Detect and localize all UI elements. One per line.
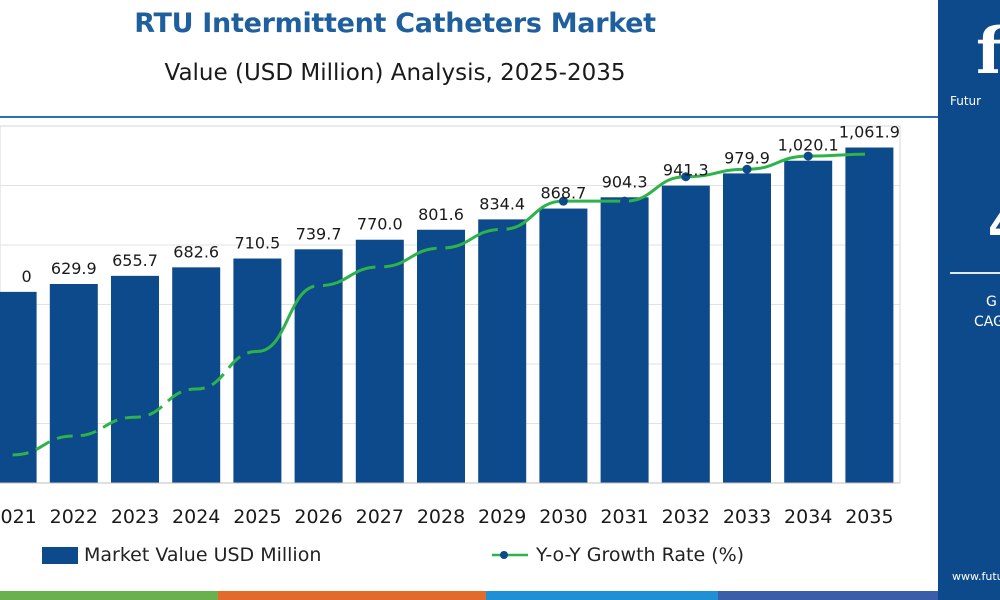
x-tick-2026: 2026 [294,506,342,528]
metric-label-top: G [986,294,997,310]
bar-2025 [233,258,282,483]
x-tick-2031: 2031 [600,506,648,528]
bar-2021 [0,291,37,483]
bar-2027 [355,239,404,483]
growth-point-2033 [742,164,752,174]
chart-title: RTU Intermittent Catheters Market [134,8,656,39]
bar-2030 [539,208,588,483]
bar-2022 [49,283,98,483]
x-tick-2028: 2028 [417,506,465,528]
bar-2028 [417,229,465,483]
data-label-2024: 682.6 [173,242,219,261]
bar-2031 [600,197,649,483]
data-label-2026: 739.7 [296,224,342,243]
legend-label-bar: Market Value USD Million [84,544,322,566]
legend-label-line: Y-o-Y Growth Rate (%) [536,544,745,566]
bar-2023 [111,275,159,483]
growth-point-2032 [681,172,691,182]
growth-point-2030 [558,196,568,206]
data-label-2033: 979.9 [724,148,770,167]
footer-color-strip [0,591,938,600]
x-tick-2021: 2021 [0,506,37,528]
x-tick-2032: 2032 [662,506,710,528]
growth-point-2035 [864,149,874,159]
x-tick-2035: 2035 [845,506,893,528]
legend-swatch-line [492,551,528,559]
x-tick-2022: 2022 [50,506,98,528]
data-label-2027: 770.0 [357,215,403,234]
data-label-2022: 629.9 [51,259,97,278]
growth-line-historical [12,349,258,457]
data-label-2028: 801.6 [418,205,464,224]
legend-swatch-bar [42,546,78,564]
growth-point-2031 [620,196,630,206]
footer-segment-lightblue [486,591,718,600]
cagr-value: 4 [988,198,1000,252]
x-tick-2033: 2033 [723,506,771,528]
chart-subtitle: Value (USD Million) Analysis, 2025-2035 [164,60,626,86]
growth-point-2034 [803,151,813,161]
data-label-2025: 710.5 [234,234,280,253]
data-label-2030: 868.7 [540,184,586,203]
chart-area: 0 629.9 655.7 682.6 710.5 739.7 770.0 801.6 834.… [0,123,901,528]
x-tick-2023: 2023 [111,506,159,528]
growth-point-2029 [497,224,507,234]
bar-2033 [723,173,771,484]
x-tick-2024: 2024 [172,506,220,528]
data-label-2029: 834.4 [479,194,525,213]
growth-line-forecast [257,152,870,353]
brand-name: Futur [950,94,982,108]
bar-2034 [784,160,833,483]
website-url: www.futu [952,570,1000,583]
bar-2032 [661,185,710,483]
bar-2024 [172,267,221,483]
x-tick-2029: 2029 [478,506,526,528]
footer-segment-orange [218,591,486,600]
growth-point-2026 [314,281,324,291]
growth-point-2027 [375,262,385,272]
growth-point-2028 [436,243,446,253]
data-label-2023: 655.7 [112,251,158,270]
data-label-2021: 0 [22,267,32,286]
x-tick-2025: 2025 [233,506,281,528]
panel-divider [950,272,1000,274]
metric-label-bottom: CAG [974,314,1000,330]
x-tick-2034: 2034 [784,506,832,528]
data-label-2031: 904.3 [602,172,648,191]
data-label-2032: 941.3 [663,161,709,180]
bar-2029 [478,219,527,483]
data-label-2035: 1,061.9 [839,123,900,142]
footer-segment-blue [718,591,938,600]
footer-segment-green [0,591,218,600]
data-label-2034: 1,020.1 [778,136,839,155]
side-panel: fi Futur 4 G CAG www.futu [938,0,1000,600]
x-tick-2027: 2027 [356,506,404,528]
bar-2035 [845,147,894,484]
legend-item-line: Y-o-Y Growth Rate (%) [490,540,744,570]
legend-item-bar: Market Value USD Million [42,540,321,570]
brand-logo: fi [976,14,1000,89]
x-tick-2030: 2030 [539,506,587,528]
title-divider [0,116,938,118]
